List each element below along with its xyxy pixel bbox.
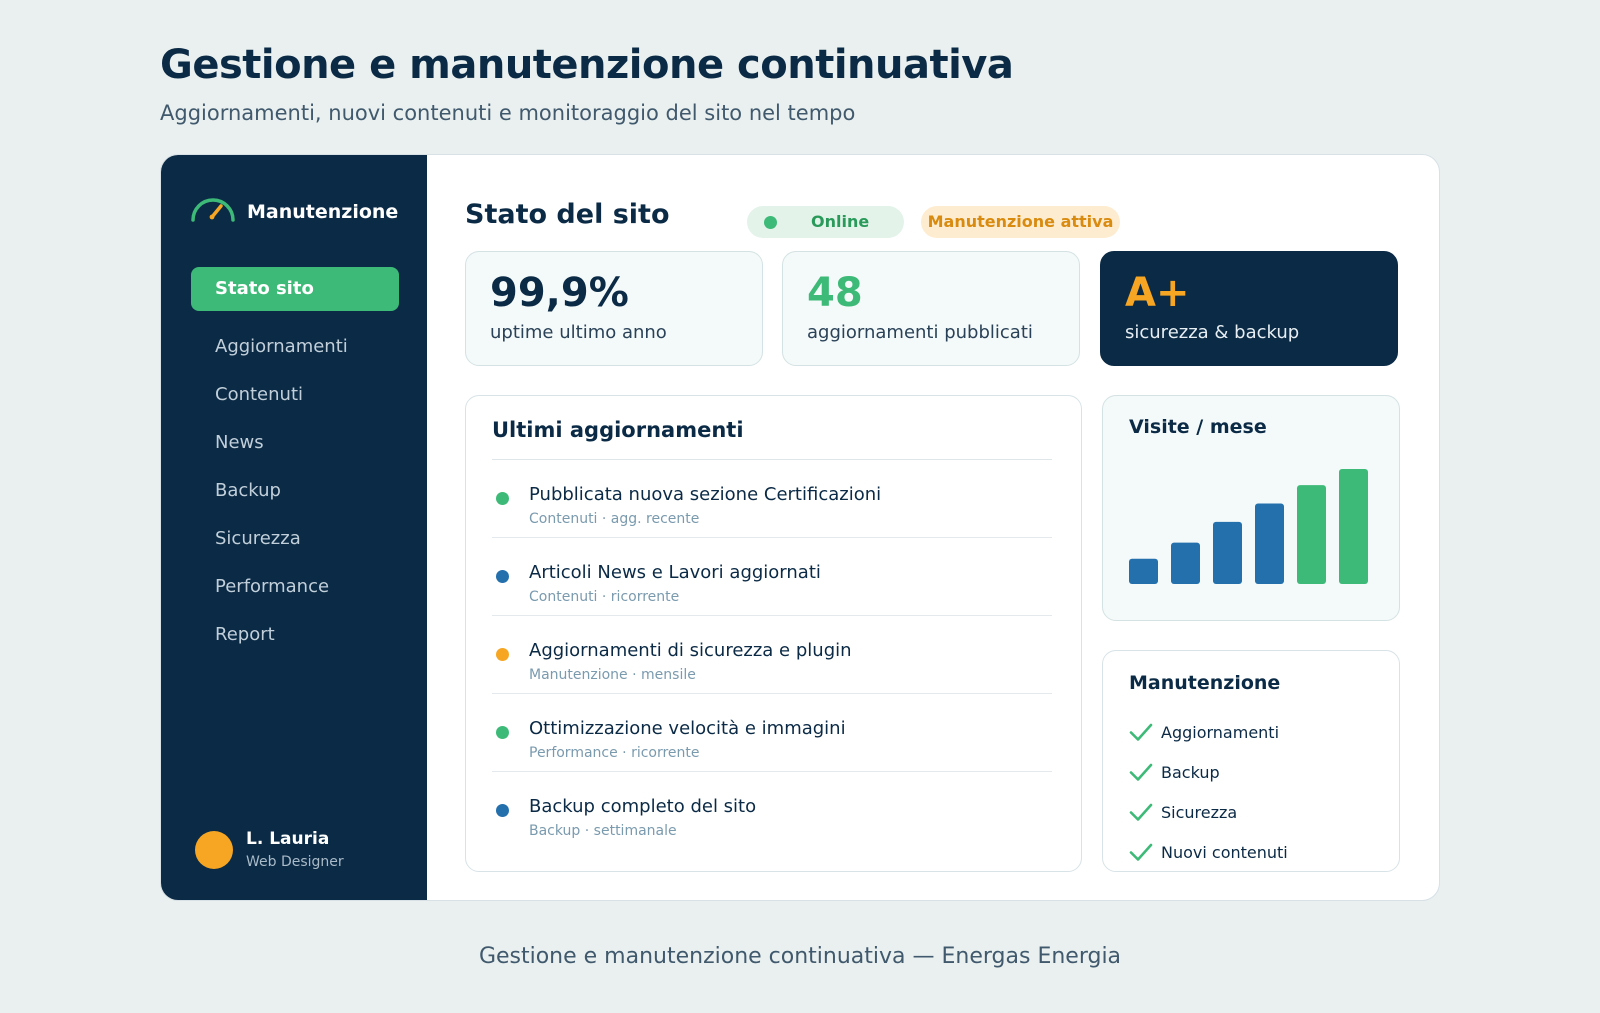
metric-card-uptime: 99,9% uptime ultimo anno bbox=[465, 251, 763, 366]
checklist-item: Backup bbox=[1129, 752, 1288, 792]
check-icon bbox=[1129, 800, 1153, 824]
sidebar-nav: Stato sito Aggiornamenti Contenuti News … bbox=[191, 267, 399, 661]
metric-card-security: A+ sicurezza & backup bbox=[1100, 251, 1398, 366]
update-meta: Backup · settimanale bbox=[529, 823, 677, 839]
divider bbox=[492, 459, 1052, 460]
sidebar-item-contenuti[interactable]: Contenuti bbox=[215, 384, 303, 405]
checklist-label: Sicurezza bbox=[1161, 802, 1238, 822]
sidebar-item-report[interactable]: Report bbox=[215, 624, 275, 645]
metric-label: sicurezza & backup bbox=[1125, 322, 1300, 343]
checklist-item: Nuovi contenuti bbox=[1129, 832, 1288, 872]
update-list: Pubblicata nuova sezione Certificazioni C… bbox=[492, 460, 1052, 850]
metric-value: 99,9% bbox=[490, 270, 629, 316]
online-status-dot bbox=[764, 216, 777, 229]
checklist-label: Backup bbox=[1161, 762, 1220, 782]
brand-name: Manutenzione bbox=[247, 201, 399, 223]
user-profile[interactable]: L. Lauria Web Designer bbox=[195, 829, 344, 870]
checklist-label: Nuovi contenuti bbox=[1161, 842, 1288, 862]
list-item[interactable]: Articoli News e Lavori aggiornati Contenu… bbox=[492, 538, 1052, 616]
list-item[interactable]: Backup completo del sito Backup · settima… bbox=[492, 772, 1052, 850]
visits-chart-card: Visite / mese bbox=[1102, 395, 1400, 621]
updates-card-title: Ultimi aggiornamenti bbox=[492, 418, 744, 442]
status-dot bbox=[496, 570, 509, 583]
chart-bar bbox=[1213, 521, 1242, 584]
metric-label: uptime ultimo anno bbox=[490, 322, 667, 343]
checklist-card: Manutenzione Aggiornamenti Backup Sicurezz… bbox=[1102, 650, 1400, 872]
avatar bbox=[195, 830, 233, 869]
dashboard-window: Manutenzione Stato sito Aggiornamenti Co… bbox=[160, 154, 1440, 901]
page-subtitle: Aggiornamenti, nuovi contenuti e monitor… bbox=[160, 101, 856, 125]
user-role: Web Designer bbox=[246, 854, 344, 870]
chart-bar bbox=[1255, 503, 1284, 584]
status-dot bbox=[496, 726, 509, 739]
checklist: Aggiornamenti Backup Sicurezza Nuovi conten… bbox=[1129, 712, 1288, 872]
status-dot bbox=[496, 492, 509, 505]
update-title: Aggiornamenti di sicurezza e plugin bbox=[529, 640, 852, 661]
update-meta: Performance · ricorrente bbox=[529, 745, 700, 761]
status-badge-online-label: Online bbox=[811, 212, 870, 231]
checklist-item: Aggiornamenti bbox=[1129, 712, 1288, 752]
status-badge-maintenance: Manutenzione attiva bbox=[921, 206, 1120, 238]
section-title: Stato del sito bbox=[465, 199, 670, 230]
status-badge-online: Online bbox=[747, 206, 904, 238]
metric-label: aggiornamenti pubblicati bbox=[807, 322, 1033, 343]
status-dot bbox=[496, 804, 509, 817]
footer-caption: Gestione e manutenzione continuativa — E… bbox=[478, 944, 1122, 969]
chart-bar bbox=[1129, 558, 1158, 584]
update-meta: Manutenzione · mensile bbox=[529, 667, 696, 683]
checklist-title: Manutenzione bbox=[1129, 672, 1281, 694]
gauge-icon bbox=[189, 189, 237, 235]
metric-value: A+ bbox=[1125, 270, 1190, 316]
update-title: Pubblicata nuova sezione Certificazioni bbox=[529, 484, 882, 505]
metric-card-updates: 48 aggiornamenti pubblicati bbox=[782, 251, 1080, 366]
metric-value: 48 bbox=[807, 270, 863, 316]
sidebar-item-sicurezza[interactable]: Sicurezza bbox=[215, 528, 301, 549]
status-dot bbox=[496, 648, 509, 661]
chart-title: Visite / mese bbox=[1129, 416, 1267, 438]
sidebar-item-aggiornamenti[interactable]: Aggiornamenti bbox=[215, 336, 348, 357]
list-item[interactable]: Aggiornamenti di sicurezza e plugin Manut… bbox=[492, 616, 1052, 694]
check-icon bbox=[1129, 840, 1153, 864]
chart-bar bbox=[1339, 469, 1368, 584]
sidebar-brand[interactable]: Manutenzione bbox=[189, 189, 398, 235]
chart-bar bbox=[1171, 542, 1200, 584]
list-item[interactable]: Pubblicata nuova sezione Certificazioni C… bbox=[492, 460, 1052, 538]
chart-bar bbox=[1297, 485, 1326, 584]
list-item[interactable]: Ottimizzazione velocità e immagini Perfor… bbox=[492, 694, 1052, 772]
page-title: Gestione e manutenzione continuativa bbox=[160, 42, 1014, 88]
visits-bar-chart bbox=[1129, 469, 1368, 584]
sidebar-item-performance[interactable]: Performance bbox=[215, 576, 330, 597]
user-name: L. Lauria bbox=[246, 829, 330, 849]
update-title: Articoli News e Lavori aggiornati bbox=[529, 562, 821, 583]
sidebar: Manutenzione Stato sito Aggiornamenti Co… bbox=[161, 155, 427, 900]
update-title: Ottimizzazione velocità e immagini bbox=[529, 718, 846, 739]
update-meta: Contenuti · ricorrente bbox=[529, 589, 680, 605]
updates-card: Ultimi aggiornamenti Pubblicata nuova se… bbox=[465, 395, 1082, 872]
update-meta: Contenuti · agg. recente bbox=[529, 511, 700, 527]
check-icon bbox=[1129, 720, 1153, 744]
main-panel: Stato del sito Online Manutenzione attiv… bbox=[427, 155, 1439, 900]
sidebar-item-news[interactable]: News bbox=[215, 432, 264, 453]
check-icon bbox=[1129, 760, 1153, 784]
checklist-label: Aggiornamenti bbox=[1161, 722, 1280, 742]
checklist-item: Sicurezza bbox=[1129, 792, 1288, 832]
sidebar-item-backup[interactable]: Backup bbox=[215, 480, 281, 501]
update-title: Backup completo del sito bbox=[529, 796, 757, 817]
sidebar-item-stato-sito[interactable]: Stato sito bbox=[191, 267, 399, 311]
